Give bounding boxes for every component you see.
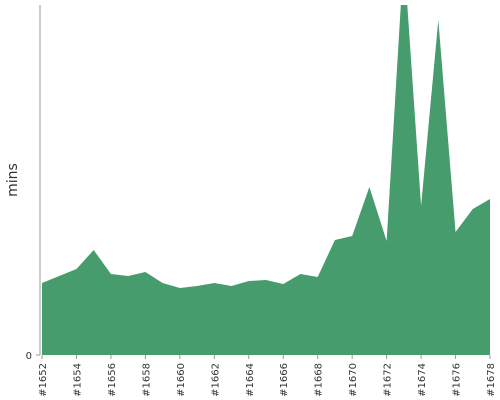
x-tick-label: #1668 <box>314 363 325 397</box>
y-axis-label: mins <box>5 163 21 197</box>
x-tick-label: #1662 <box>210 363 221 397</box>
x-tick-label: #1664 <box>245 363 256 397</box>
x-tick-label: #1666 <box>279 363 290 397</box>
x-tick-label: #1672 <box>383 363 394 397</box>
y-tick-label: 0 <box>26 351 32 362</box>
x-tick-label: #1654 <box>72 363 83 397</box>
x-tick-label: #1670 <box>348 363 359 397</box>
area <box>42 5 490 355</box>
x-tick-label: #1658 <box>141 363 152 397</box>
x-tick-label: #1660 <box>176 363 187 397</box>
x-tick-label: #1678 <box>486 363 497 397</box>
x-tick-label: #1652 <box>38 363 49 397</box>
x-tick-label: #1676 <box>452 363 463 397</box>
x-tick-label: #1656 <box>107 363 118 397</box>
x-tick-label: #1674 <box>417 363 428 397</box>
